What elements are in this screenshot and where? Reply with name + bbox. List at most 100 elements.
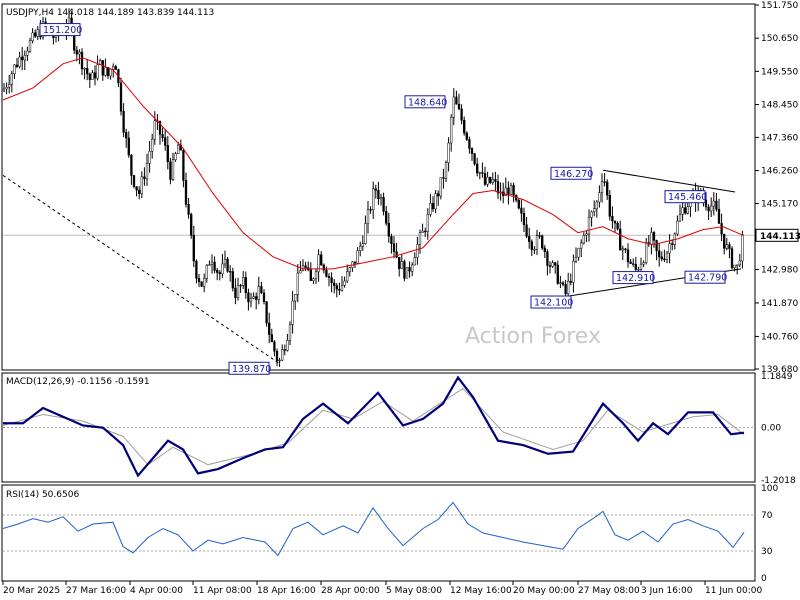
rsi-header: RSI(14) 50.6506 (6, 490, 79, 500)
candle (530, 239, 533, 257)
annotation-label: 148.640 (404, 95, 447, 109)
candle (442, 168, 445, 189)
time-axis-label: 28 Apr 00:00 (321, 586, 380, 596)
candle (104, 58, 107, 77)
macd-line (3, 375, 745, 478)
price-axis-label: 142.980 (761, 265, 798, 275)
candle (673, 232, 676, 250)
time-axis-label: 18 Apr 16:00 (257, 586, 316, 596)
candle (242, 271, 245, 289)
candle (569, 273, 572, 286)
candle (439, 177, 442, 200)
candle (312, 277, 315, 285)
candle (663, 249, 666, 263)
candle (140, 171, 143, 199)
candle (80, 48, 84, 76)
macd-panel-frame (1, 372, 756, 483)
candle (626, 243, 630, 268)
candle (431, 196, 435, 213)
candle (174, 151, 177, 162)
candle (340, 276, 344, 292)
candle (93, 65, 97, 86)
candle (151, 133, 154, 159)
candle (286, 333, 289, 352)
candle (270, 328, 273, 343)
candle (598, 185, 601, 208)
candle (221, 253, 224, 278)
candle (130, 154, 133, 185)
candle (307, 261, 310, 272)
candle (327, 273, 331, 287)
candle (314, 269, 318, 284)
candle (190, 212, 193, 239)
candle (398, 256, 401, 277)
candle (13, 64, 16, 79)
candle (444, 160, 448, 182)
candle (606, 179, 609, 200)
candle (600, 173, 604, 203)
candle (520, 199, 523, 222)
candle (88, 72, 91, 89)
candle (119, 77, 123, 116)
candle (580, 239, 583, 258)
candle (281, 344, 284, 362)
candle (723, 233, 726, 255)
time-axis-label: 11 Jun 00:00 (705, 586, 762, 596)
candle (203, 273, 206, 293)
price-axis-label: 149.550 (761, 67, 798, 77)
candle (658, 243, 661, 267)
candle (257, 276, 260, 305)
candle (741, 230, 744, 269)
rsi-line (2, 501, 745, 557)
candle (452, 88, 455, 126)
candle (304, 261, 307, 271)
candle (408, 261, 411, 278)
candle (385, 205, 388, 226)
candle (372, 181, 375, 219)
annotation-label: 139.870 (228, 361, 271, 375)
candle (184, 172, 188, 208)
candle (208, 260, 211, 266)
candle (403, 259, 406, 282)
candle (333, 279, 336, 294)
candle (28, 37, 32, 53)
price-axis-label: 140.760 (761, 332, 798, 342)
annotation-label: 145.460 (664, 190, 707, 204)
candle (647, 234, 650, 247)
time-axis-label: 20 May 00:00 (513, 586, 575, 596)
svg-text:142.910: 142.910 (616, 273, 655, 284)
candle (632, 258, 635, 267)
price-axis-label: 141.870 (761, 299, 798, 309)
candle (21, 47, 24, 71)
candle (83, 67, 86, 80)
time-axis-label: 5 May 08:00 (386, 586, 442, 596)
price-axis-label: 148.450 (761, 101, 798, 111)
candle (608, 190, 611, 221)
candle (494, 171, 497, 191)
svg-text:146.270: 146.270 (554, 169, 593, 180)
svg-text:145.460: 145.460 (668, 192, 707, 203)
candle (434, 190, 437, 214)
candle (413, 252, 416, 266)
candle (645, 237, 648, 265)
candle (288, 321, 292, 346)
candle (244, 271, 247, 299)
candle (582, 232, 585, 245)
candle (730, 246, 734, 270)
price-axis: 151.750 150.650 149.550 148.450 147.360 146.2… (755, 1, 800, 375)
candle (377, 181, 380, 205)
candle (379, 193, 383, 206)
candle (143, 167, 146, 186)
rsi-series: 100 70 30 0 (2, 484, 778, 584)
candle (8, 74, 11, 94)
candle (642, 260, 645, 268)
candle (421, 223, 424, 233)
candle (400, 254, 403, 269)
candle (671, 239, 674, 251)
watermark: Action Forex (465, 324, 601, 349)
candle (712, 192, 715, 216)
candle (255, 292, 258, 310)
candle (504, 177, 507, 196)
candle (325, 266, 328, 278)
